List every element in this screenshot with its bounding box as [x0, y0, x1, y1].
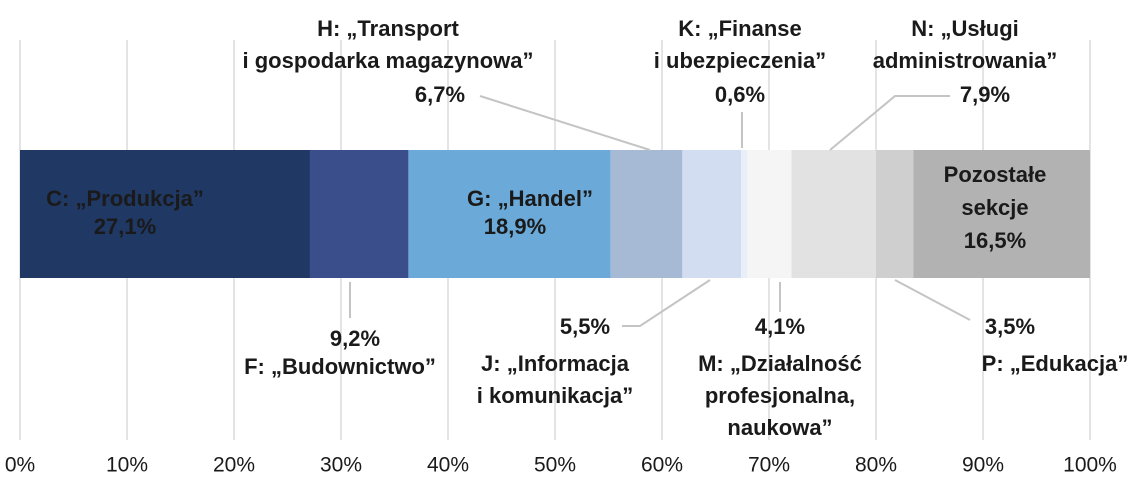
x-tick-label: 70% [748, 454, 790, 477]
x-tick-label: 40% [427, 454, 469, 477]
x-tick-label: 50% [534, 454, 576, 477]
segment-name: C: „Produkcja” [46, 186, 204, 211]
segment-name: P: „Edukacja” [982, 351, 1129, 376]
bar-segment [747, 150, 792, 278]
segment-name: J: „Informacja i komunikacja” [477, 351, 634, 408]
value-label: 6,7% [415, 82, 465, 107]
bar-segment [682, 150, 742, 278]
x-tick-label: 80% [855, 454, 897, 477]
bar-segment [309, 150, 409, 278]
segment-name: F: „Budownictwo” [244, 354, 436, 379]
bar-segment [610, 150, 683, 278]
segment-name: N: „Usługi administrowania” [873, 16, 1058, 73]
bar-segment [791, 150, 876, 278]
leader-line [479, 95, 651, 151]
leader-line [622, 279, 711, 327]
x-tick-label: 10% [106, 454, 148, 477]
bar-segment [408, 150, 611, 278]
segment-name: G: „Handel” [467, 186, 593, 211]
value-label: 4,1% [755, 314, 805, 339]
segment-name: H: „Transport i gospodarka magazynowa” [243, 16, 534, 73]
value-label: 7,9% [960, 82, 1010, 107]
x-tick-label: 0% [5, 454, 35, 477]
value-label: 9,2% [330, 326, 380, 351]
leader-line [829, 95, 950, 151]
value-label: 5,5% [560, 314, 610, 339]
bar-segment [741, 150, 748, 278]
value-label: 0,6% [715, 82, 765, 107]
x-tick-label: 90% [962, 454, 1004, 477]
bar-segment [876, 150, 914, 278]
value-label: 16,5% [964, 228, 1026, 253]
value-label: 3,5% [985, 314, 1035, 339]
value-label: 27,1% [94, 214, 156, 239]
segment-name: K: „Finanse i ubezpieczenia” [654, 16, 826, 73]
x-tick-label: 60% [641, 454, 683, 477]
x-tick-label: 100% [1063, 454, 1117, 477]
x-tick-label: 30% [320, 454, 362, 477]
leader-line [894, 279, 971, 321]
bar-segment [20, 150, 310, 278]
x-tick-label: 20% [213, 454, 255, 477]
bar-segment [913, 150, 1090, 278]
value-label: 18,9% [484, 214, 546, 239]
segment-name: Pozostałe sekcje [944, 162, 1047, 220]
segment-name: M: „Działalność profesjonalna, naukowa” [698, 351, 862, 440]
